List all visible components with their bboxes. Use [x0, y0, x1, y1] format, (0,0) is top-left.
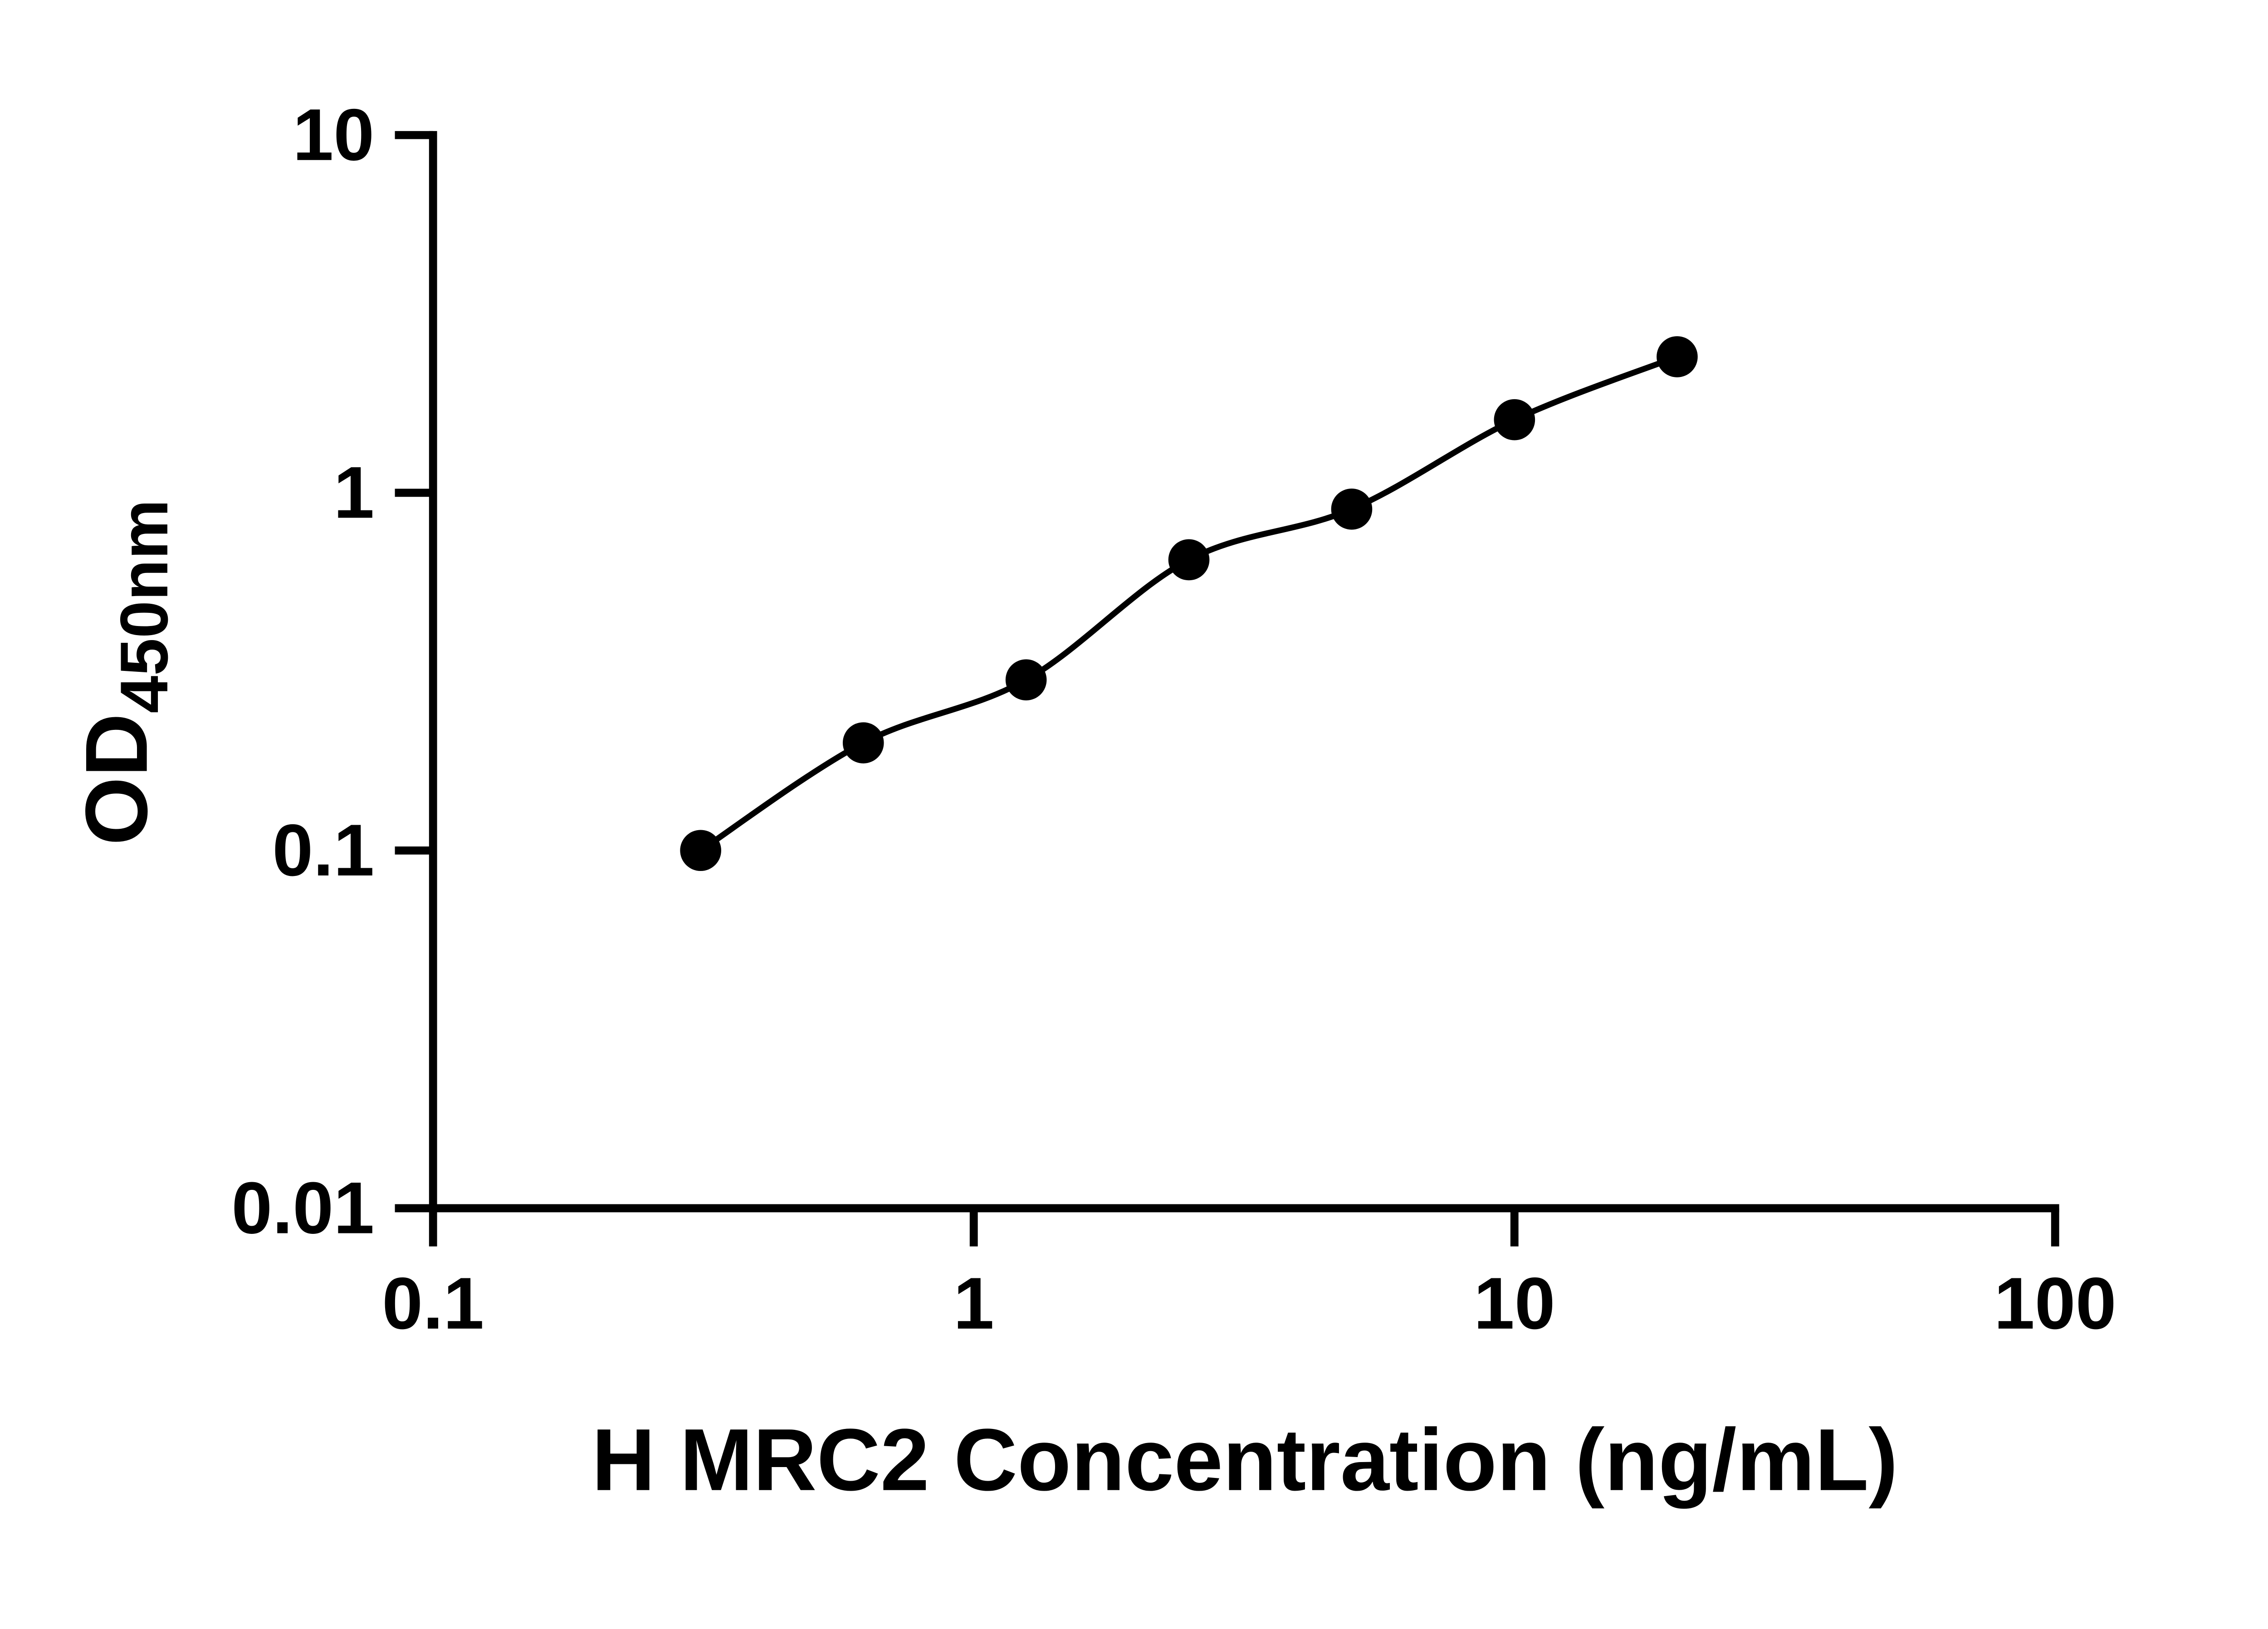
y-axis-tick-label: 0.1	[272, 810, 374, 891]
elisa-standard-curve-figure: 0.1 1 10 100 0.01 0.1 1 10 H MRC2 Concentration…	[67, 94, 2116, 1509]
data-point	[1657, 336, 1698, 377]
x-axis-tick-label: 100	[1994, 1263, 2116, 1345]
y-axis-tick-label: 10	[293, 94, 374, 176]
data-point	[1005, 659, 1047, 701]
y-axis-title-base: OD	[68, 713, 166, 845]
x-axis-tick-label: 1	[953, 1263, 994, 1345]
y-axis-title-subscript: 450nm	[106, 499, 182, 714]
data-layer	[680, 336, 1698, 871]
x-axis-tick-label: 0.1	[382, 1263, 484, 1345]
y-axis-tick-label: 1	[333, 452, 374, 533]
data-point	[1494, 399, 1535, 440]
data-point	[680, 830, 721, 871]
data-point	[1168, 539, 1210, 581]
data-point	[842, 722, 884, 763]
data-point	[1331, 489, 1373, 530]
x-axis-title: H MRC2 Concentration (ng/mL)	[591, 1411, 1898, 1509]
y-axis-title: OD450nm	[68, 499, 182, 846]
x-axis-tick-label: 10	[1474, 1263, 1555, 1345]
y-axis-tick-label: 0.01	[231, 1167, 374, 1249]
axis-spine	[429, 131, 2059, 1213]
